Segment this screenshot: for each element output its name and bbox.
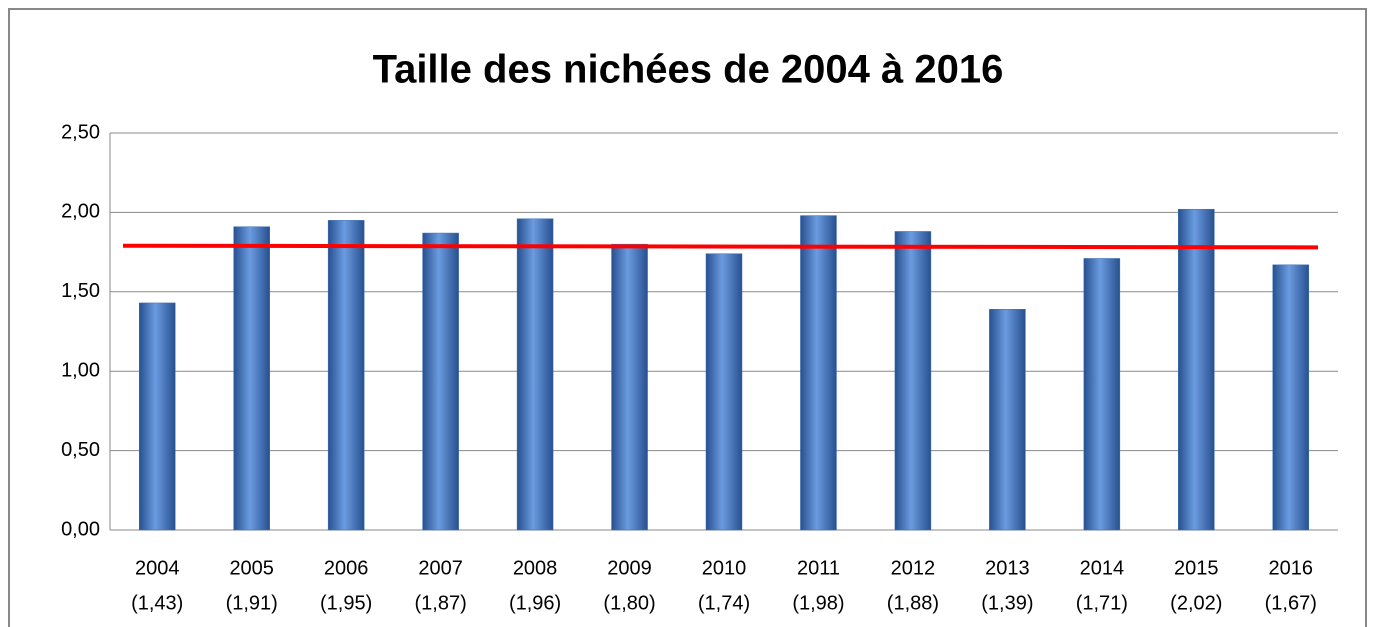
x-tick-label: 2009 (607, 557, 652, 579)
x-tick-label: 2014 (1080, 557, 1125, 579)
x-tick-label: 2006 (324, 557, 369, 579)
bar (1083, 258, 1121, 531)
value-label: (1,98) (792, 592, 844, 614)
x-tick-label: 2005 (229, 557, 274, 579)
bar (233, 226, 270, 531)
bar (1272, 264, 1310, 531)
value-label: (1,95) (320, 592, 372, 614)
bar (894, 231, 932, 531)
value-label: (1,96) (509, 592, 561, 614)
x-tick-label: 2007 (418, 557, 463, 579)
value-label: (1,91) (226, 592, 278, 614)
x-tick-label: 2010 (702, 557, 747, 579)
y-tick-label: 1,00 (61, 359, 100, 381)
x-tick-label: 2004 (135, 557, 180, 579)
value-label: (1,43) (131, 592, 183, 614)
bar (516, 218, 554, 531)
value-label: (1,67) (1265, 592, 1317, 614)
value-label: (1,88) (887, 592, 939, 614)
mean-line (122, 243, 1319, 250)
y-tick-label: 0,00 (61, 518, 100, 540)
x-tick-label: 2012 (891, 557, 936, 579)
x-tick-label: 2015 (1174, 557, 1219, 579)
y-tick-label: 0,50 (61, 439, 100, 461)
y-tick-label: 1,50 (61, 280, 100, 302)
bar (989, 309, 1026, 531)
bar (422, 232, 459, 531)
y-tick-label: 2,50 (61, 121, 100, 143)
x-tick-label: 2016 (1269, 557, 1314, 579)
bar (800, 215, 837, 531)
value-label: (2,02) (1170, 592, 1222, 614)
y-tick-label: 2,00 (61, 201, 100, 223)
bar (705, 253, 743, 531)
frame (8, 8, 1367, 627)
chart-title: Taille des nichées de 2004 à 2016 (373, 48, 1004, 92)
x-tick-label: 2011 (797, 557, 840, 579)
value-label: (1,87) (414, 592, 466, 614)
value-label: (1,39) (981, 592, 1033, 614)
x-tick-label: 2008 (513, 557, 558, 579)
bar (1178, 208, 1215, 531)
bar (611, 243, 648, 531)
bar (327, 220, 365, 531)
value-label: (1,80) (603, 592, 655, 614)
bar (138, 302, 176, 531)
x-tick-label: 2013 (985, 557, 1030, 579)
value-label: (1,71) (1076, 592, 1128, 614)
value-label: (1,74) (698, 592, 750, 614)
